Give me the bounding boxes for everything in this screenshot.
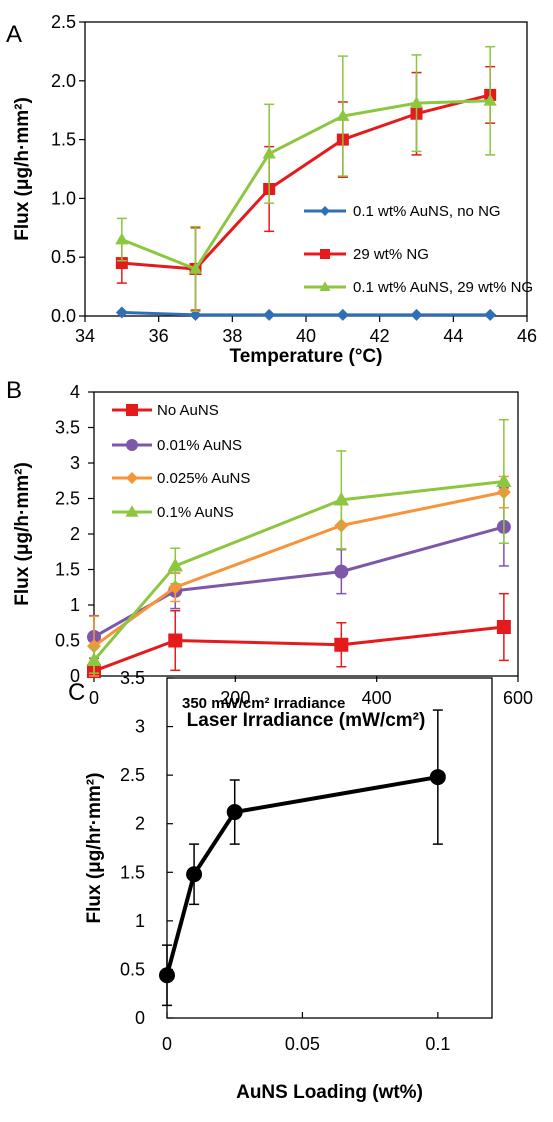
y-tick-label: 1.0 xyxy=(51,188,76,208)
data-point xyxy=(496,473,511,487)
data-point xyxy=(430,769,446,785)
panel-c-letter: C xyxy=(68,679,85,706)
legend-label: 29 wt% NG xyxy=(353,246,429,263)
legend-label: 0.025% AuNS xyxy=(157,470,250,487)
x-tick-label: 0 xyxy=(162,1034,172,1054)
x-tick-label: 400 xyxy=(362,688,392,708)
x-tick-label: 42 xyxy=(370,326,390,346)
series-line xyxy=(167,777,438,975)
y-axis-label: Flux (μg/hr·mm²) xyxy=(84,773,105,924)
y-tick-label: 0.5 xyxy=(51,247,76,267)
x-axis-label: Laser Irradiance (mW/cm²) xyxy=(187,710,426,731)
data-point xyxy=(497,620,511,634)
y-tick-label: 3.5 xyxy=(55,418,80,438)
series-line xyxy=(94,527,504,637)
series-line xyxy=(122,101,490,269)
panel-a: A 0.0 0.5 1.0 1.5 2.0 2.5 34 36 38 40 42 44 46 0.1 w… xyxy=(6,12,537,367)
plot-frame xyxy=(85,22,527,316)
x-tick-label: 36 xyxy=(149,326,169,346)
panel-b-letter: B xyxy=(6,377,22,404)
x-tick-label: 34 xyxy=(75,326,95,346)
legend-label: No AuNS xyxy=(157,402,219,419)
data-point xyxy=(159,967,175,983)
y-tick-label: 4 xyxy=(70,382,80,402)
series-line xyxy=(122,312,490,314)
y-tick-label: 2.5 xyxy=(55,489,80,509)
data-point xyxy=(337,309,349,321)
y-tick-label: 1 xyxy=(135,911,145,931)
x-tick-label: 38 xyxy=(222,326,242,346)
legend-marker xyxy=(126,439,138,451)
y-tick-label: 3.5 xyxy=(120,668,145,688)
series xyxy=(115,47,497,312)
series-line xyxy=(122,95,490,269)
panel-b-legend: No AuNS 0.01% AuNS 0.025% AuNS 0.1% AuNS xyxy=(112,402,250,521)
series xyxy=(159,710,446,1005)
data-point xyxy=(115,233,128,245)
y-tick-label: 3 xyxy=(70,453,80,473)
y-tick-label: 2 xyxy=(70,524,80,544)
legend-label: 0.01% AuNS xyxy=(157,437,242,454)
legend-marker xyxy=(320,249,330,259)
x-axis-label: AuNS Loading (wt%) xyxy=(236,1082,423,1103)
y-tick-label: 1.5 xyxy=(120,862,145,882)
y-tick-label: 1.5 xyxy=(55,560,80,580)
data-point xyxy=(411,309,423,321)
irradiance-annotation: 350 mW/cm² Irradiance xyxy=(182,695,345,712)
panel-b-axes xyxy=(88,392,518,682)
legend-marker xyxy=(126,472,138,484)
y-axis-label: Flux (μg/h·mm²) xyxy=(12,462,33,606)
y-tick-label: 1 xyxy=(70,595,80,615)
data-point xyxy=(168,634,182,648)
legend-marker xyxy=(126,404,138,416)
panel-b-marks xyxy=(86,420,511,678)
y-tick-label: 3 xyxy=(135,717,145,737)
y-tick-label: 2 xyxy=(135,814,145,834)
x-tick-label: 600 xyxy=(503,688,533,708)
x-tick-label: 0 xyxy=(89,688,99,708)
legend-label: 0.1% AuNS xyxy=(157,504,234,521)
y-tick-label: 0 xyxy=(135,1008,145,1028)
y-tick-label: 0.0 xyxy=(51,306,76,326)
x-axis-label: Temperature (°C) xyxy=(230,346,383,367)
x-tick-label: 0.1 xyxy=(425,1034,450,1054)
panel-c: C 0 0.5 1 1.5 2 2.5 3 3.5 0 0.05 0.1 350 mW/cm² Ir… xyxy=(68,668,492,1103)
y-axis-label: Flux (μg/h·mm²) xyxy=(12,97,33,241)
legend-label: 0.1 wt% AuNS, no NG xyxy=(353,203,501,220)
data-point xyxy=(116,306,128,318)
panel-c-marks xyxy=(159,710,446,1005)
panel-a-legend: 0.1 wt% AuNS, no NG 29 wt% NG 0.1 wt% Au… xyxy=(304,203,533,296)
legend-label: 0.1 wt% AuNS, 29 wt% NG xyxy=(353,279,533,296)
series-line xyxy=(94,627,504,671)
data-point xyxy=(227,804,243,820)
y-tick-label: 1.5 xyxy=(51,130,76,150)
x-tick-label: 0.05 xyxy=(285,1034,320,1054)
data-point xyxy=(263,309,275,321)
y-tick-label: 2.5 xyxy=(120,765,145,785)
data-point xyxy=(186,866,202,882)
y-tick-label: 2.0 xyxy=(51,71,76,91)
legend-marker xyxy=(320,206,330,216)
y-tick-label: 0.5 xyxy=(55,631,80,651)
y-tick-label: 0.5 xyxy=(120,959,145,979)
panel-a-axes xyxy=(79,22,527,322)
data-point xyxy=(334,565,348,579)
data-point xyxy=(334,638,348,652)
x-tick-label: 40 xyxy=(296,326,316,346)
x-tick-label: 46 xyxy=(517,326,537,346)
data-point xyxy=(484,309,496,321)
panel-a-letter: A xyxy=(6,21,22,48)
series xyxy=(86,420,511,673)
y-tick-label: 2.5 xyxy=(51,12,76,32)
x-tick-label: 44 xyxy=(443,326,463,346)
